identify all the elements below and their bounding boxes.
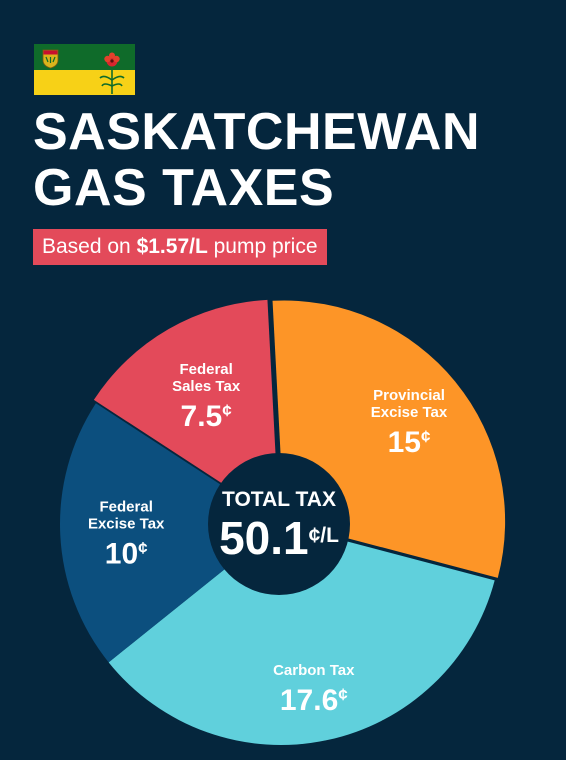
slice-label: Excise Tax — [88, 516, 165, 533]
page-title: SASKATCHEWAN GAS TAXES — [33, 104, 480, 216]
subtitle-badge: Based on $1.57/L pump price — [33, 229, 327, 265]
subtitle-price: $1.57/L — [136, 235, 208, 258]
slice-label: Excise Tax — [371, 404, 448, 421]
slice-value: 15¢ — [388, 426, 431, 459]
slice-value: 7.5¢ — [181, 400, 233, 433]
slice-label: Federal — [179, 361, 232, 378]
slice-label: Provincial — [373, 387, 445, 404]
pie-slice — [108, 524, 495, 745]
slice-label: Sales Tax — [172, 378, 241, 395]
center-value: 50.1¢/L — [219, 512, 339, 564]
title-line-1: SASKATCHEWAN — [33, 103, 481, 161]
title-line-2: GAS TAXES — [33, 159, 335, 217]
slice-label: Federal — [100, 499, 153, 516]
pie-slice — [93, 299, 280, 521]
subtitle-prefix: Based on — [42, 235, 137, 258]
slice-label: Carbon Tax — [273, 662, 355, 679]
subtitle-suffix: pump price — [207, 235, 318, 258]
slice-value: 10¢ — [105, 538, 148, 571]
saskatchewan-flag-icon — [34, 44, 135, 95]
slice-value: 17.6¢ — [280, 684, 348, 717]
donut-center — [208, 453, 350, 595]
center-title: TOTAL TAX — [222, 488, 336, 511]
pie-slice — [60, 403, 281, 663]
